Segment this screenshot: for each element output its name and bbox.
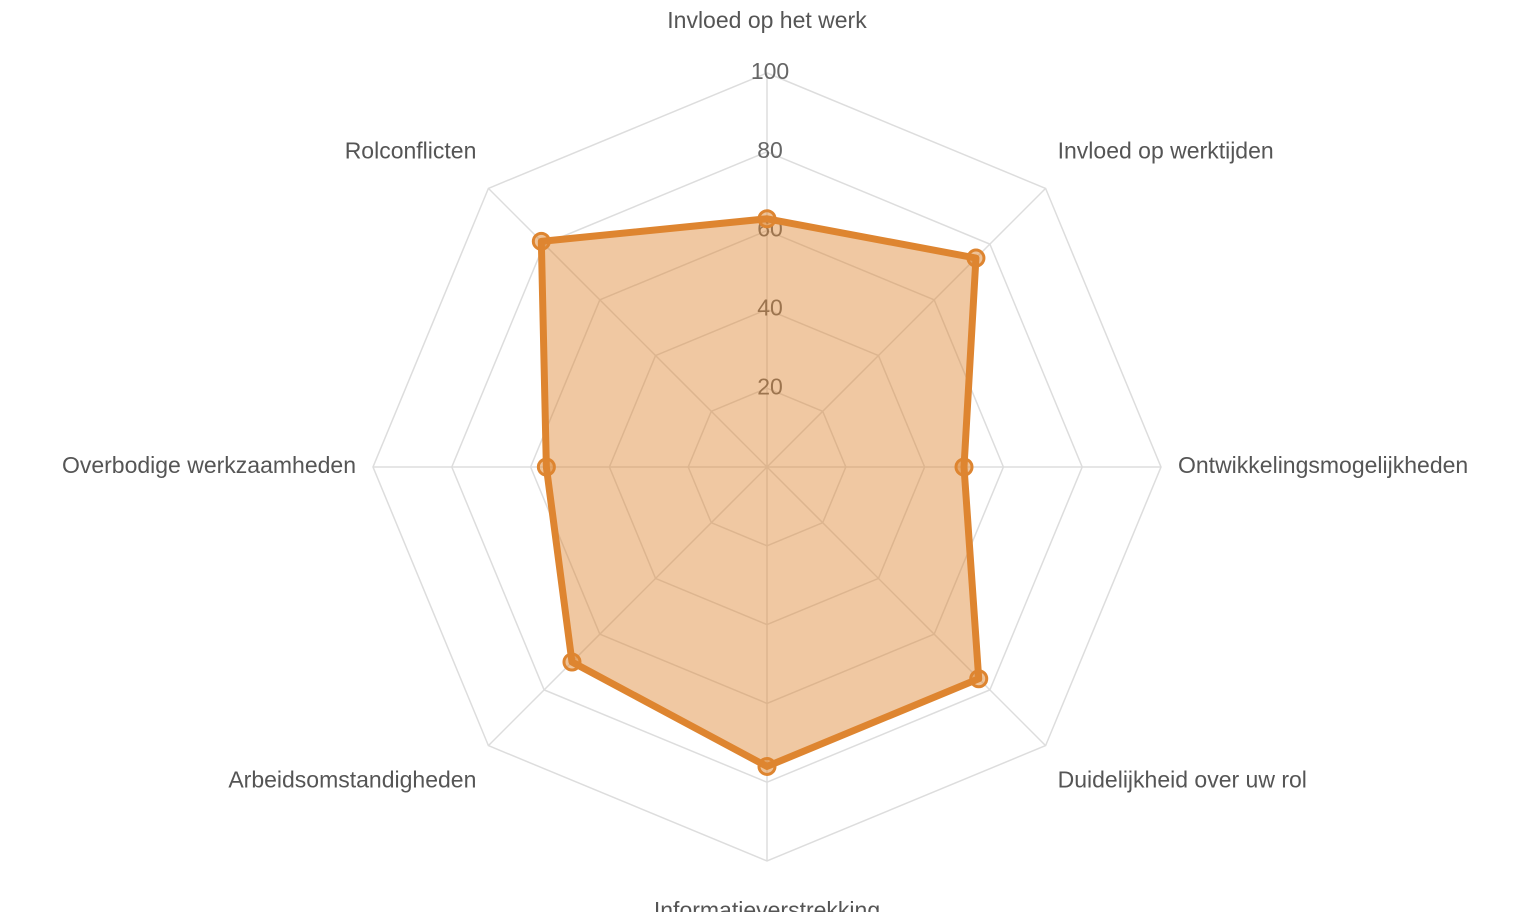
- category-label: Invloed op het werk: [667, 7, 867, 33]
- data-point: [562, 652, 582, 672]
- category-label: Invloed op werktijden: [1058, 137, 1274, 163]
- category-label: Overbodige werkzaamheden: [62, 452, 356, 478]
- r-tick-label: 80: [757, 137, 783, 163]
- data-point: [757, 209, 777, 229]
- data-point: [954, 457, 974, 477]
- category-label: Rolconflicten: [345, 137, 477, 163]
- category-label: Arbeidsomstandigheden: [228, 767, 476, 793]
- spoke: [487, 466, 768, 747]
- r-tick-label: 20: [757, 373, 783, 399]
- r-tick-label: 100: [751, 58, 789, 84]
- data-point: [966, 248, 986, 268]
- spoke: [766, 187, 1047, 468]
- data-point: [536, 457, 556, 477]
- spoke: [766, 466, 1047, 747]
- data-point: [757, 756, 777, 776]
- data-area: [537, 215, 983, 770]
- category-label: Informatieverstrekking: [654, 897, 880, 912]
- r-tick-label: 40: [757, 294, 783, 320]
- category-label: Ontwikkelingsmogelijkheden: [1178, 452, 1468, 478]
- category-label: Duidelijkheid over uw rol: [1058, 767, 1307, 793]
- data-point: [531, 231, 551, 251]
- data-point: [969, 669, 989, 689]
